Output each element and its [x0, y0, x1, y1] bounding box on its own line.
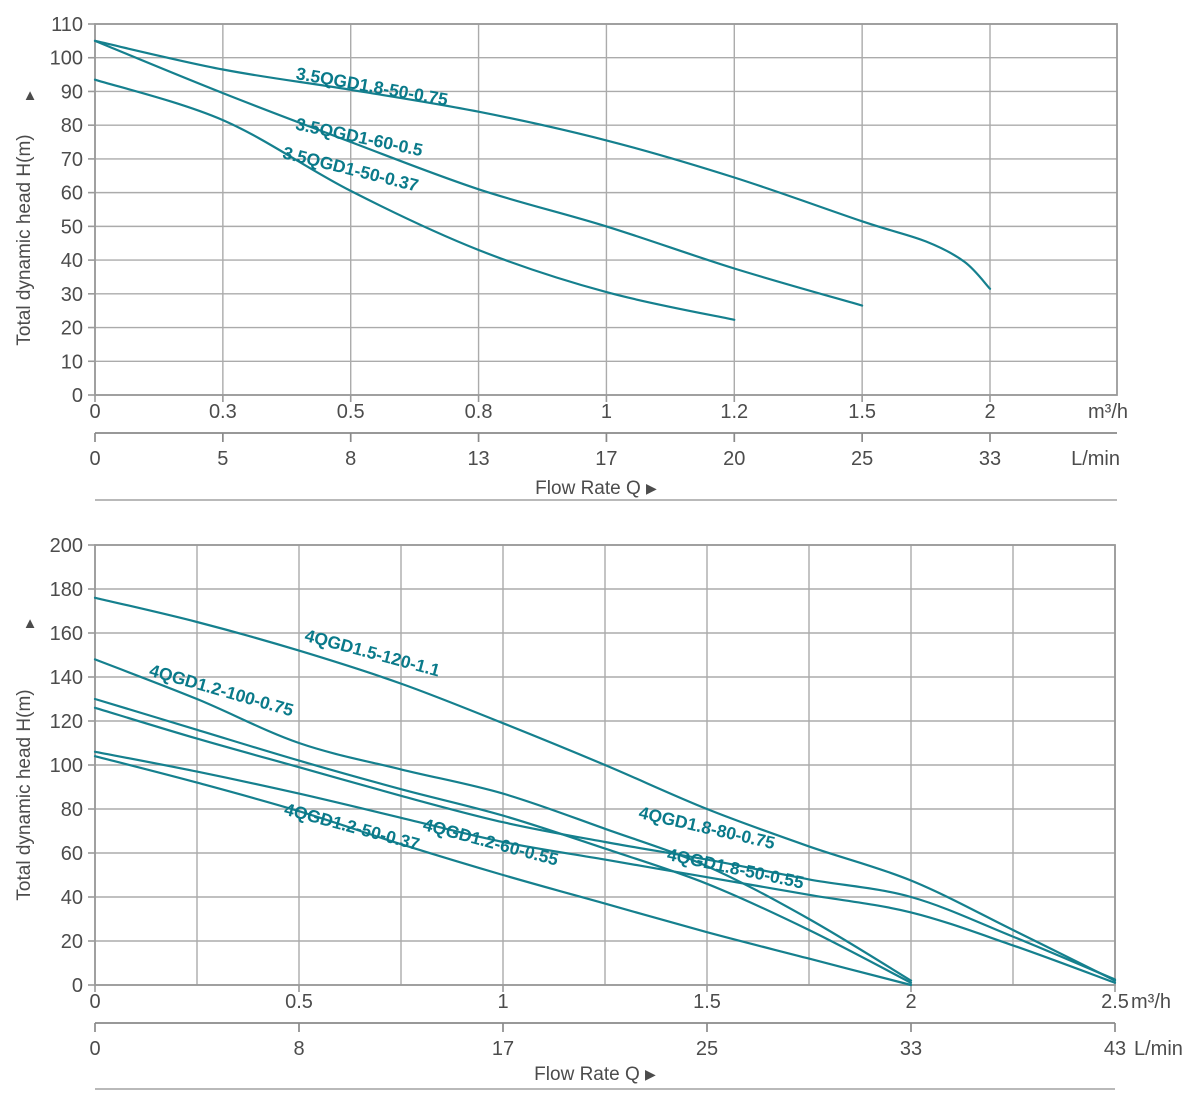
x-tick-label: 0.5: [337, 401, 365, 423]
series-label-4QGD1.2-60-0.55: 4QGD1.2-60-0.55: [421, 814, 561, 869]
x-tick-label: 2: [905, 991, 916, 1013]
lmin-tick-label: 8: [345, 448, 356, 470]
lmin-tick-label: 33: [900, 1038, 922, 1060]
x-tick-label: 2: [984, 401, 995, 423]
y-axis-title: Total dynamic head H(m): [14, 134, 35, 345]
curve-4QGD1.8-50-0.55: [93, 750, 1117, 984]
lmin-tick-label: 20: [723, 448, 745, 470]
y-tick-label: 120: [50, 711, 83, 733]
y-tick-label: 200: [50, 535, 83, 557]
y-tick-label: 30: [61, 284, 83, 306]
y-tick-label: 60: [61, 843, 83, 865]
lmin-tick-label: 25: [696, 1038, 718, 1060]
x-tick-label: 0.3: [209, 401, 237, 423]
x-tick-label: 0.8: [465, 401, 493, 423]
y-tick-label: 0: [72, 975, 83, 997]
series-label-4QGD1.2-100-0.75: 4QGD1.2-100-0.75: [147, 660, 296, 720]
plot-border: [94, 544, 1116, 986]
series-label-3.5QGD1.8-50-0.75: 3.5QGD1.8-50-0.75: [295, 63, 450, 109]
curve-3.5QGD1-60-0.5: [93, 39, 864, 307]
y-axis-arrow-icon: ▲: [23, 87, 38, 104]
lmin-tick-label: 43: [1104, 1038, 1126, 1060]
y-tick-label: 160: [50, 623, 83, 645]
y-axis-title: Total dynamic head H(m): [14, 689, 35, 900]
x-tick-label: 2.5: [1101, 991, 1129, 1013]
series-label-4QGD1.8-50-0.55: 4QGD1.8-50-0.55: [665, 844, 805, 893]
x-unit-m3h: m³/h: [1088, 401, 1128, 423]
curve-4QGD1.2-50-0.37: [93, 755, 913, 987]
y-tick-label: 40: [61, 250, 83, 272]
lmin-tick-label: 25: [851, 448, 873, 470]
x-tick-label: 1: [601, 401, 612, 423]
curve-3.5QGD1-50-0.37: [93, 78, 736, 321]
lmin-tick-label: 17: [595, 448, 617, 470]
y-tick-label: 180: [50, 579, 83, 601]
y-tick-label: 40: [61, 887, 83, 909]
x-tick-label: 1.5: [848, 401, 876, 423]
y-axis-arrow-icon: ▲: [23, 615, 38, 632]
x-tick-label: 1.2: [720, 401, 748, 423]
y-tick-label: 20: [61, 931, 83, 953]
y-tick-label: 100: [50, 48, 83, 70]
lmin-tick-label: 0: [89, 448, 100, 470]
y-tick-label: 80: [61, 115, 83, 137]
y-tick-label: 10: [61, 351, 83, 373]
y-tick-label: 140: [50, 667, 83, 689]
y-tick-label: 80: [61, 799, 83, 821]
x-tick-label: 0.5: [285, 991, 313, 1013]
y-tick-label: 0: [72, 385, 83, 407]
lmin-tick-label: 33: [979, 448, 1001, 470]
x-unit-m3h: m³/h: [1131, 991, 1171, 1013]
y-tick-label: 100: [50, 755, 83, 777]
curve-3.5QGD1.8-50-0.75: [93, 39, 992, 290]
x-unit-lmin: L/min: [1134, 1038, 1183, 1060]
curve-4QGD1.5-120-1.1: [93, 596, 1117, 982]
x-unit-lmin: L/min: [1071, 448, 1120, 470]
x-tick-label: 1: [497, 991, 508, 1013]
x-tick-label: 0: [89, 401, 100, 423]
lmin-tick-label: 8: [293, 1038, 304, 1060]
curve-4QGD1.8-80-0.75: [93, 706, 1117, 981]
lmin-tick-label: 17: [492, 1038, 514, 1060]
y-tick-label: 60: [61, 183, 83, 205]
curve-4QGD1.2-100-0.75: [93, 658, 913, 982]
curve-4QGD1.2-60-0.55: [93, 697, 913, 984]
flow-rate-label: Flow Rate Q ▶: [534, 1064, 656, 1085]
y-tick-label: 20: [61, 318, 83, 340]
y-tick-label: 90: [61, 81, 83, 103]
lmin-tick-label: 0: [89, 1038, 100, 1060]
lmin-tick-label: 13: [467, 448, 489, 470]
y-tick-label: 110: [51, 14, 83, 36]
flow-rate-label: Flow Rate Q ▶: [535, 478, 657, 499]
lmin-tick-label: 5: [217, 448, 228, 470]
x-tick-label: 0: [89, 991, 100, 1013]
y-tick-label: 70: [61, 149, 83, 171]
y-tick-label: 50: [61, 216, 83, 238]
x-tick-label: 1.5: [693, 991, 721, 1013]
